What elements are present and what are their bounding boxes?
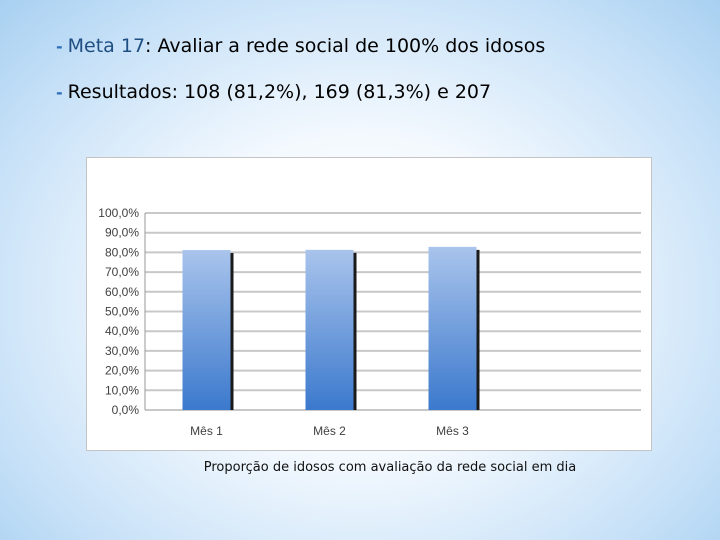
x-tick-label: Mês 1 <box>190 424 223 438</box>
y-tick-label: 90,0% <box>105 226 139 240</box>
bullet-dash-icon: - <box>56 37 63 56</box>
y-axis: 0,0% 10,0% 20,0% 30,0% 40,0% 50,0% 60,0% 70,0% 8… <box>98 206 146 417</box>
y-tick-label: 30,0% <box>105 344 139 358</box>
x-axis: Mês 1 Mês 2 Mês 3 <box>190 424 469 438</box>
y-tick-label: 50,0% <box>105 305 139 319</box>
x-tick-label: Mês 2 <box>313 424 346 438</box>
bullet-meta-text: : Avaliar a rede social de 100% dos idos… <box>145 35 546 57</box>
chart-frame: 0,0% 10,0% 20,0% 30,0% 40,0% 50,0% 60,0% 70,0% 8… <box>86 157 652 451</box>
y-tick-label: 10,0% <box>105 383 139 397</box>
y-tick-label: 70,0% <box>105 265 139 279</box>
bar <box>428 246 477 410</box>
bar <box>182 250 231 410</box>
y-tick-label: 20,0% <box>105 364 139 378</box>
y-tick-label: 0,0% <box>112 403 140 417</box>
y-tick-label: 80,0% <box>105 245 139 259</box>
bullet-results: - Resultados: 108 (81,2%), 169 (81,3%) e… <box>56 80 545 105</box>
chart-caption: Proporção de idosos com avaliação da red… <box>203 460 577 475</box>
bullet-results-text: Resultados: 108 (81,2%), 169 (81,3%) e 2… <box>67 81 492 103</box>
bar <box>305 249 354 410</box>
bullet-dash-icon: - <box>56 83 63 102</box>
bullet-meta: - Meta 17 : Avaliar a rede social de 100… <box>56 34 545 59</box>
y-tick-label: 60,0% <box>105 285 139 299</box>
bar-chart: 0,0% 10,0% 20,0% 30,0% 40,0% 50,0% 60,0% 70,0% 8… <box>98 206 641 438</box>
bars <box>182 246 480 410</box>
bullet-list: - Meta 17 : Avaliar a rede social de 100… <box>56 34 545 126</box>
y-tick-label: 100,0% <box>98 206 139 220</box>
x-tick-label: Mês 3 <box>436 424 469 438</box>
bullet-meta-label: Meta 17 <box>67 35 146 57</box>
y-tick-label: 40,0% <box>105 324 139 338</box>
